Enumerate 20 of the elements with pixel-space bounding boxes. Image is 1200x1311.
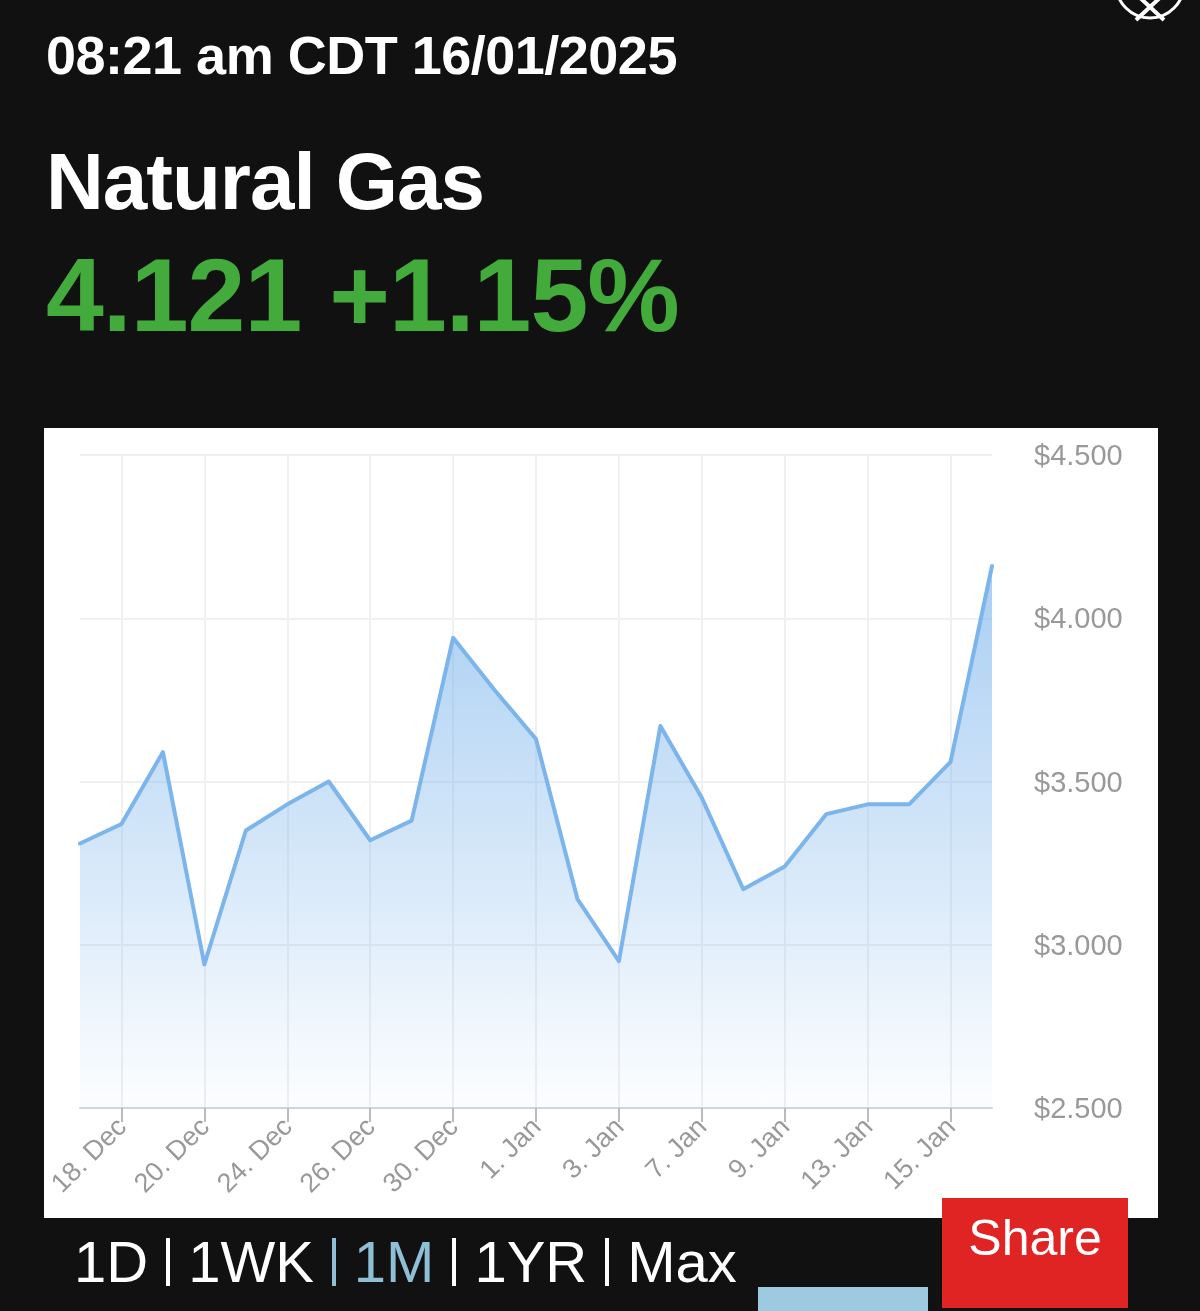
text: 1YR — [474, 1228, 588, 1295]
y-tick-label: $4.000 — [1034, 602, 1123, 635]
y-tick-label: $3.000 — [1034, 928, 1123, 961]
text: 1D — [74, 1228, 149, 1295]
text: 08:21 am CDT 16/01/2025 — [46, 24, 677, 86]
x-tick-label: 13. Jan — [794, 1111, 879, 1196]
x-tick-label: 3. Jan — [556, 1111, 630, 1185]
x-tick-label: 9. Jan — [722, 1111, 796, 1185]
x-tick-label: 1. Jan — [473, 1111, 547, 1185]
y-tick-label: $2.500 — [1034, 1092, 1123, 1124]
text: 1WK — [188, 1228, 314, 1295]
text: Max — [627, 1228, 737, 1295]
chart-title: Natural Gas — [46, 136, 485, 228]
x-tick-label: 15. Jan — [877, 1111, 962, 1196]
y-tick-label: $3.500 — [1034, 765, 1123, 798]
text: Share — [942, 1198, 1128, 1308]
chart-subtitle: 4.121 +1.15% — [46, 236, 679, 355]
text: 1M — [353, 1228, 435, 1295]
y-tick-label: $4.500 — [1034, 439, 1123, 471]
x-tick-label: 7. Jan — [639, 1111, 713, 1185]
